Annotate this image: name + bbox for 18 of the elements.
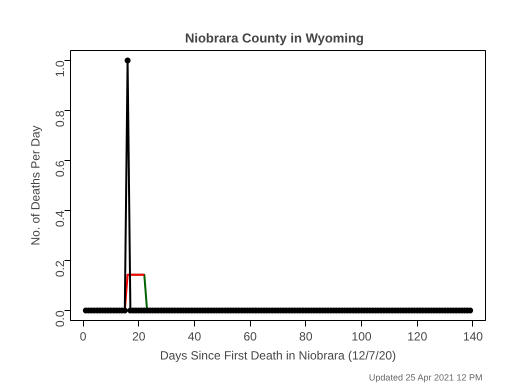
y-axis-title: No. of Deaths Per Day [28, 125, 42, 246]
x-tick-label: 80 [299, 330, 313, 344]
text: Updated 25 Apr 2021 12 PM [368, 372, 483, 382]
x-tick-label: 140 [462, 330, 484, 344]
y-tick-label: 0.4 [53, 210, 67, 228]
y-tick-label: 0.0 [53, 310, 67, 328]
y-tick-label: 1.0 [53, 60, 67, 78]
chart-title: Niobrara County in Wyoming [184, 30, 364, 46]
y-tick-label: 0.2 [53, 260, 67, 278]
x-tick-label: 20 [132, 330, 146, 344]
x-tick-label: 40 [188, 330, 202, 344]
y-tick-label: 0.8 [53, 110, 67, 128]
y-tick-label: 0.6 [53, 160, 67, 178]
x-tick-label: 100 [352, 330, 372, 344]
x-axis-title: Days Since First Death in Niobrara (12/7/20) [160, 348, 396, 362]
x-tick-label: 0 [80, 330, 87, 344]
x-tick-label: 60 [243, 330, 258, 344]
x-tick-label: 120 [407, 330, 428, 344]
